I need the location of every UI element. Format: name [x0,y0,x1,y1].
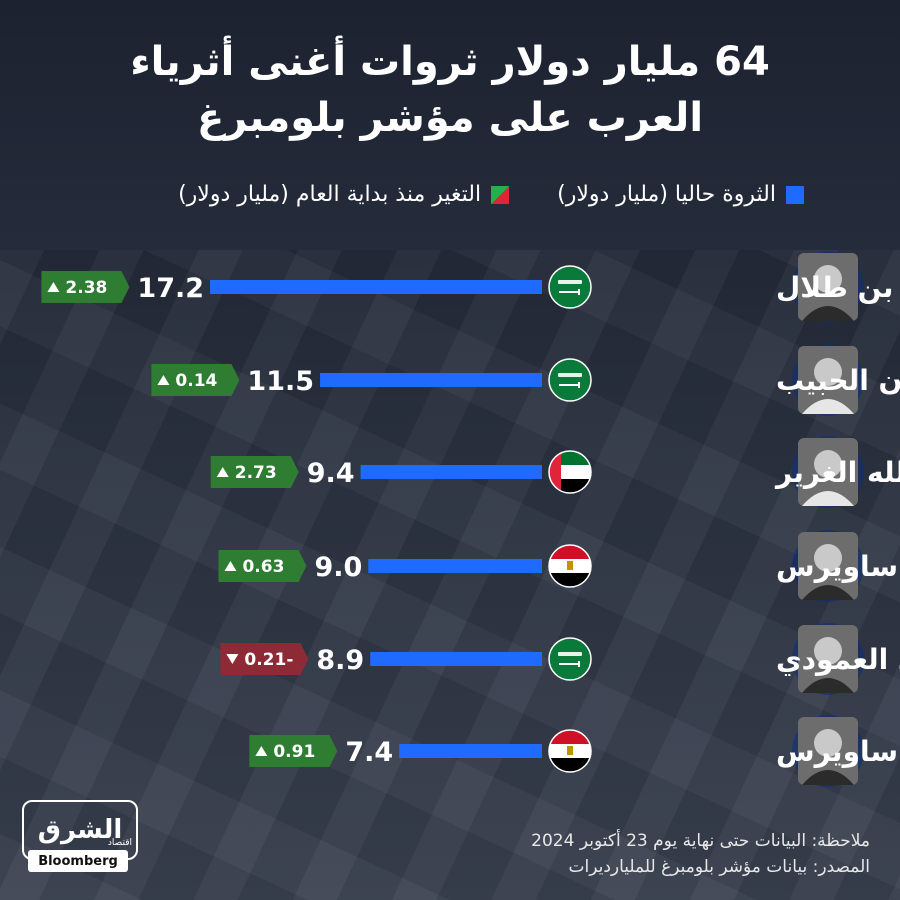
avatar-head [814,544,842,572]
wealth-bar [370,652,542,666]
legend-item-change: التغير منذ بداية العام (مليار دولار) [178,182,510,207]
legend: الثروة حاليا (مليار دولار) التغير منذ بد… [178,182,804,207]
avatar-body [802,678,854,693]
avatar-body [802,770,854,785]
wealth-bar [399,744,542,758]
title-line-1: 64 مليار دولار ثروات أغنى أثرياء [130,39,770,85]
chart-row: محمد العمودي 8.9 0.21- [220,623,900,695]
row-name: نجيب ساويرس [776,735,900,768]
change-badge-up [151,364,240,396]
row-name: ناصف ساويرس [776,550,900,583]
footer-note: ملاحظة: البيانات حتى نهاية يوم 23 أكتوبر… [531,831,870,851]
title-line-2: العرب على مؤشر بلومبرغ [196,95,704,141]
legend-swatch-wealth [786,185,804,204]
flag-ring [548,544,592,588]
row-name: سليمان الحبيب [776,364,900,397]
avatar-head [814,265,842,293]
flag-ring [548,729,592,773]
saudi-flag-icon [549,638,591,680]
change-badge-up [41,271,130,303]
wealth-value-label: 9.0 [314,552,362,583]
flag-ring [548,265,592,309]
logo-partner: Bloomberg [28,850,128,872]
change-value-label: 0.21- [244,650,293,670]
avatar-head [814,358,842,386]
wealth-value-label: 9.4 [307,458,355,489]
change-value-label: 2.38 [65,278,107,298]
avatar-head [814,450,842,478]
avatar-body [802,399,854,414]
wealth-value-label: 8.9 [316,645,364,676]
wealth-bar [320,373,542,387]
legend-label-wealth: الثروة حاليا (مليار دولار) [557,182,776,207]
change-badge-up [249,735,338,767]
chart-row: الوليد بن طلال 17.2 2.38 [41,251,900,323]
logo-tag: اقتصاد [107,838,132,848]
avatar-body [802,491,854,506]
footer-notes: ملاحظة: البيانات حتى نهاية يوم 23 أكتوبر… [531,828,870,880]
triangle-up-icon [47,282,60,292]
triangle-up-icon [157,375,170,385]
legend-item-wealth: الثروة حاليا (مليار دولار) [557,182,804,207]
legend-swatch-change [491,185,510,204]
saudi-flag-icon [549,359,591,401]
change-badge-up [210,456,299,488]
change-value-label: 0.91 [273,742,315,762]
legend-label-change: التغير منذ بداية العام (مليار دولار) [178,182,482,207]
avatar-body [802,585,854,600]
triangle-up-icon [255,746,268,756]
wealth-value-label: 7.4 [345,737,393,768]
change-value-label: 2.73 [235,463,277,483]
triangle-down-icon [226,654,239,664]
change-badge-down [220,643,309,675]
change-value-label: 0.14 [175,371,217,391]
triangle-up-icon [224,561,237,571]
wealth-bar [210,280,543,294]
row-name: محمد العمودي [776,643,900,676]
wealth-bar [368,559,542,573]
asharq-bloomberg-logo: الشرق اقتصاد Bloomberg [22,800,140,880]
row-name: عبد الله الغرير [774,456,900,489]
flag-ring [548,358,592,402]
row-name: الوليد بن طلال [776,271,900,304]
change-badge-up [218,550,307,582]
chart-row: سليمان الحبيب 11.5 0.14 [151,344,900,416]
saudi-flag-icon [549,266,591,308]
wealth-bar [360,465,542,479]
avatar-head [814,729,842,757]
triangle-up-icon [216,467,229,477]
page-title: 64 مليار دولار ثروات أغنى أثرياء العرب ع… [0,34,900,146]
chart-row: عبد الله الغرير 9.4 2.73 [210,436,900,508]
chart-row: ناصف ساويرس 9.0 0.63 [218,530,900,602]
change-value-label: 0.63 [242,557,284,577]
avatar-body [802,306,854,321]
wealth-value-label: 11.5 [247,366,314,397]
flag-ring [548,450,592,494]
wealth-value-label: 17.2 [137,273,204,304]
avatar-head [814,637,842,665]
chart-row: نجيب ساويرس 7.4 0.91 [249,715,900,787]
footer-source: المصدر: بيانات مؤشر بلومبرغ للمليارديرات [568,857,870,877]
background-money-texture [0,250,900,900]
flag-ring [548,637,592,681]
